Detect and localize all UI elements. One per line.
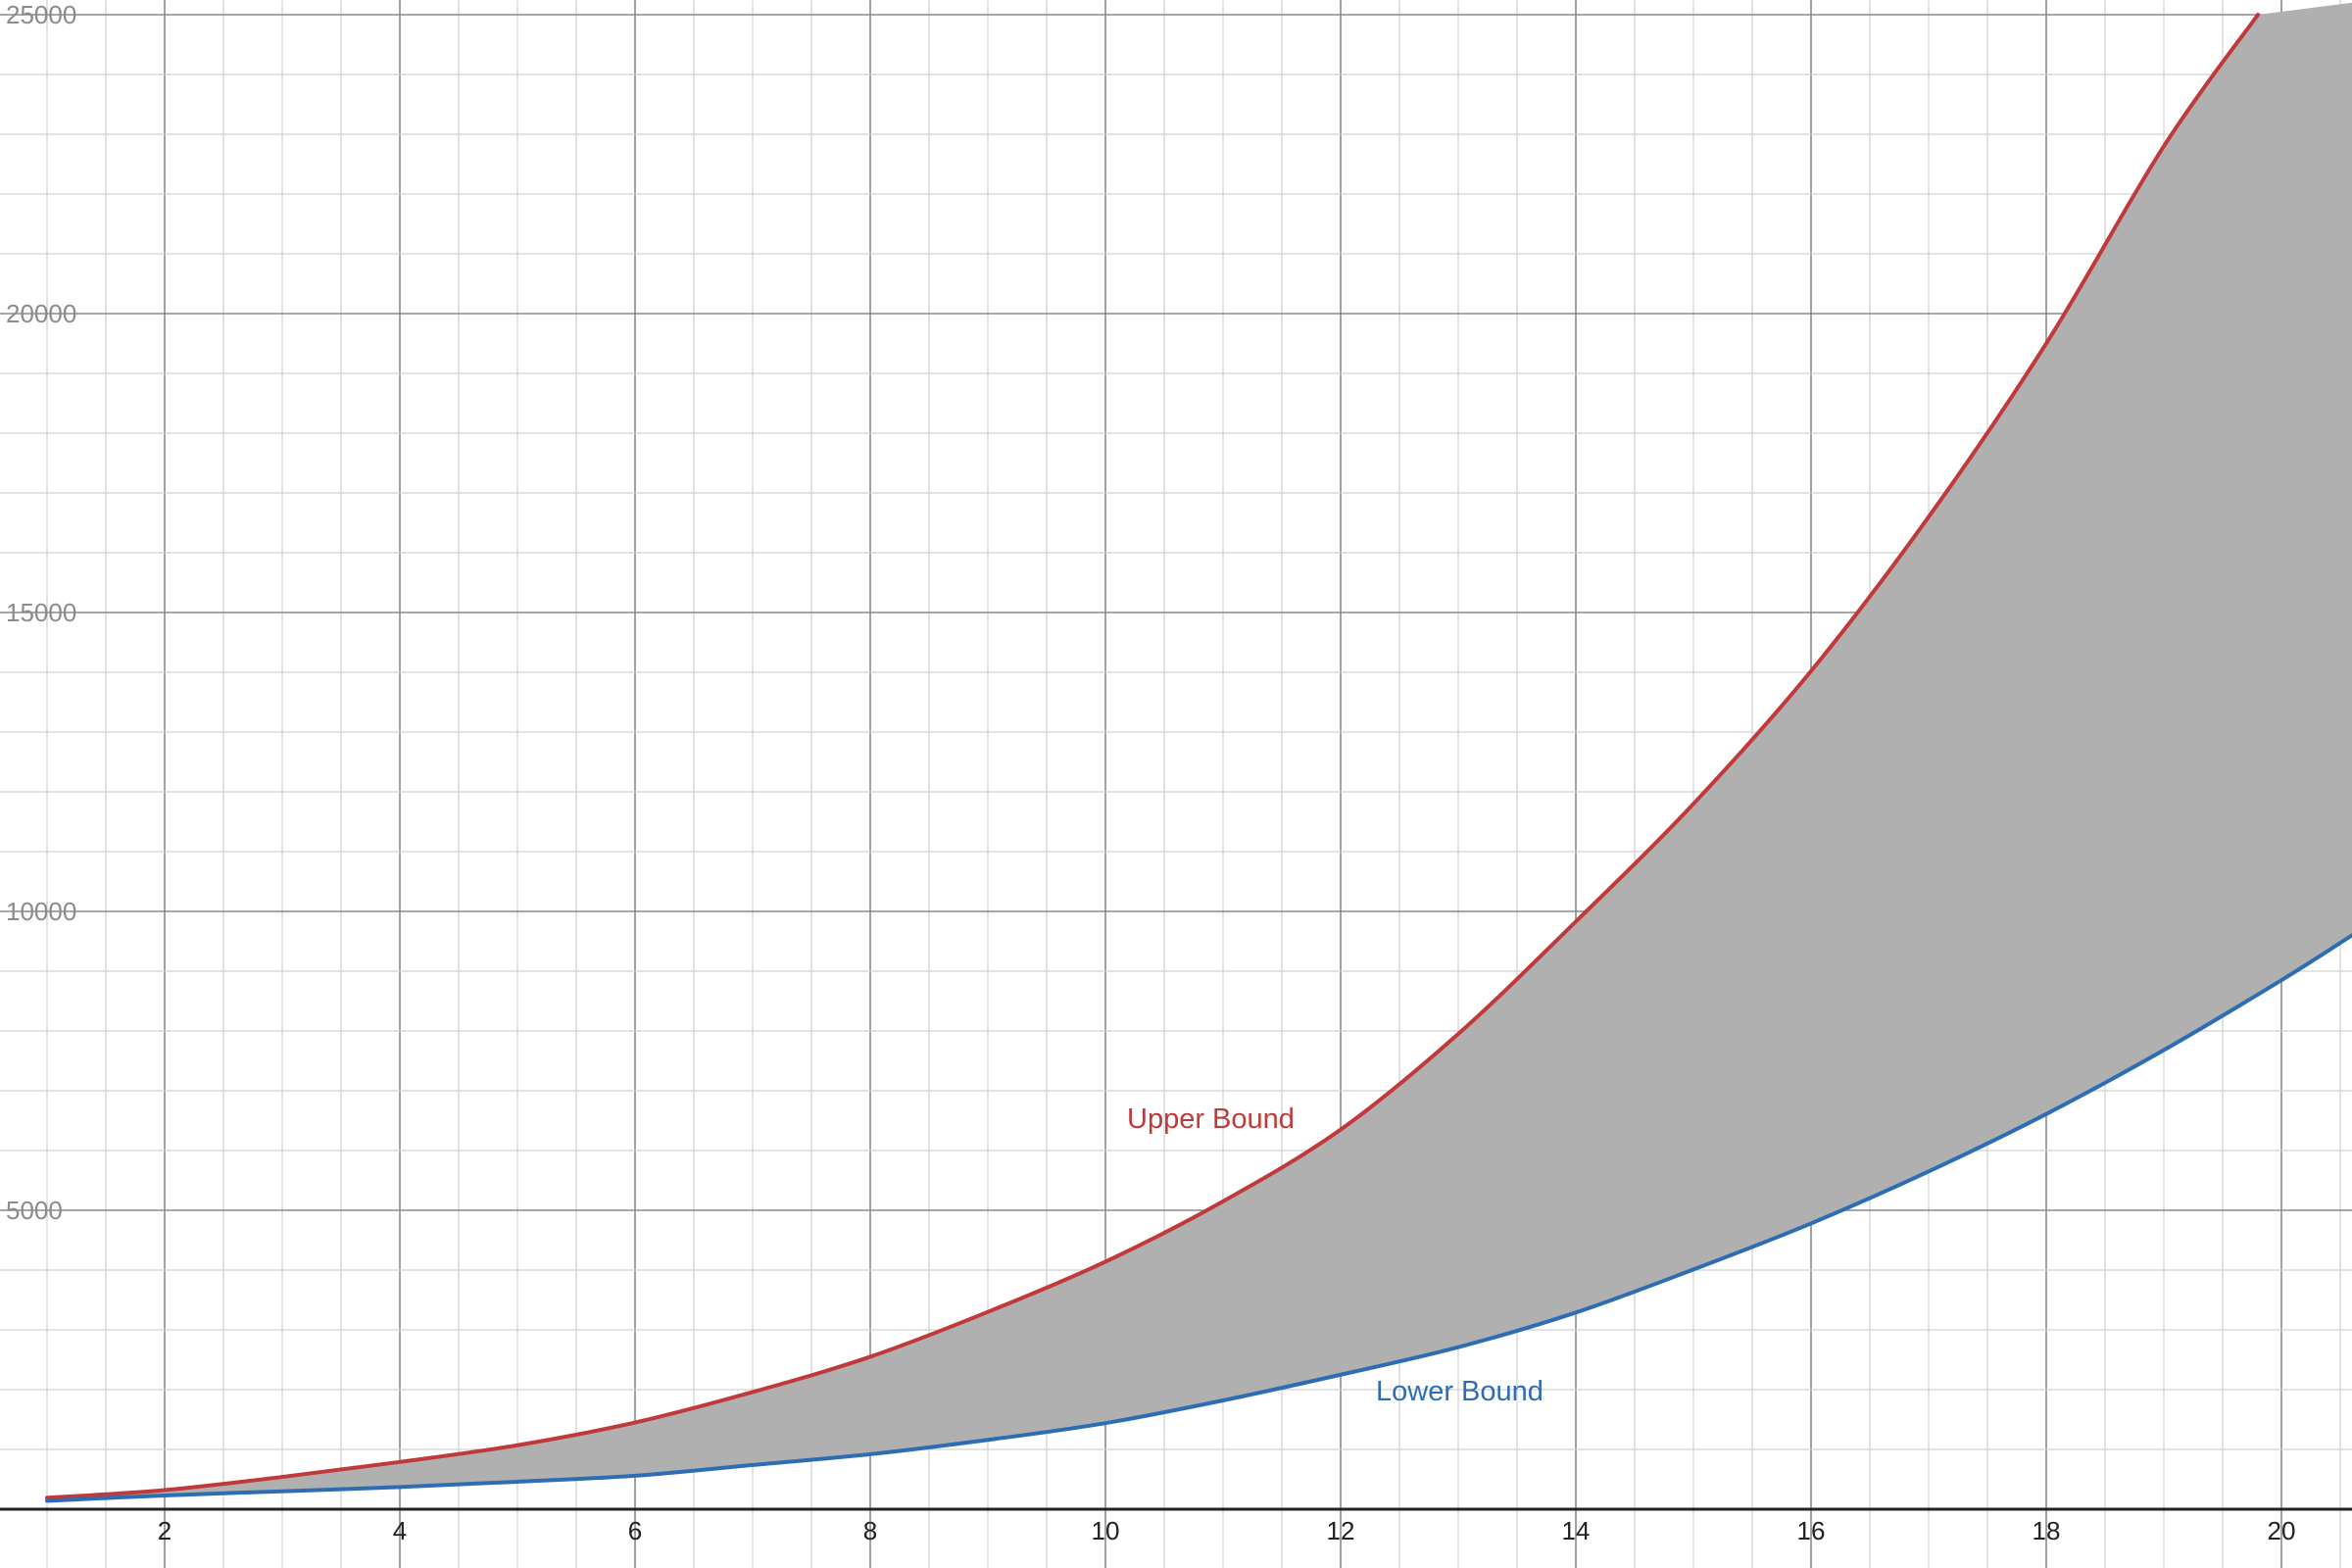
x-tick-label: 2 bbox=[158, 1516, 172, 1545]
x-tick-label: 18 bbox=[2033, 1516, 2061, 1545]
x-tick-label: 12 bbox=[1327, 1516, 1355, 1545]
x-tick-label: 10 bbox=[1092, 1516, 1120, 1545]
y-tick-label: 5000 bbox=[6, 1196, 63, 1225]
x-tick-label: 20 bbox=[2268, 1516, 2296, 1545]
upper-bound-label: Upper Bound bbox=[1127, 1103, 1295, 1135]
y-tick-label: 20000 bbox=[6, 299, 76, 328]
y-tick-label: 10000 bbox=[6, 897, 76, 926]
lower-bound-label: Lower Bound bbox=[1376, 1376, 1544, 1407]
y-tick-label: 15000 bbox=[6, 598, 76, 627]
shaded-region bbox=[47, 2, 2352, 1501]
series-labels: Upper Bound Lower Bound bbox=[1127, 1103, 1544, 1407]
tick-labels: 2 4 6 8 10 12 14 16 18 20 5000 10000 15000 20000 25000 bbox=[6, 0, 2295, 1545]
x-tick-label: 8 bbox=[863, 1516, 877, 1545]
x-tick-label: 14 bbox=[1562, 1516, 1591, 1545]
x-tick-label: 6 bbox=[628, 1516, 642, 1545]
lower-bound-line bbox=[45, 933, 2352, 1503]
series-lines bbox=[45, 13, 2352, 1503]
x-tick-label: 16 bbox=[1797, 1516, 1826, 1545]
y-tick-label: 25000 bbox=[6, 0, 76, 29]
x-tick-label: 4 bbox=[393, 1516, 407, 1545]
upper-bound-line bbox=[45, 13, 2260, 1500]
